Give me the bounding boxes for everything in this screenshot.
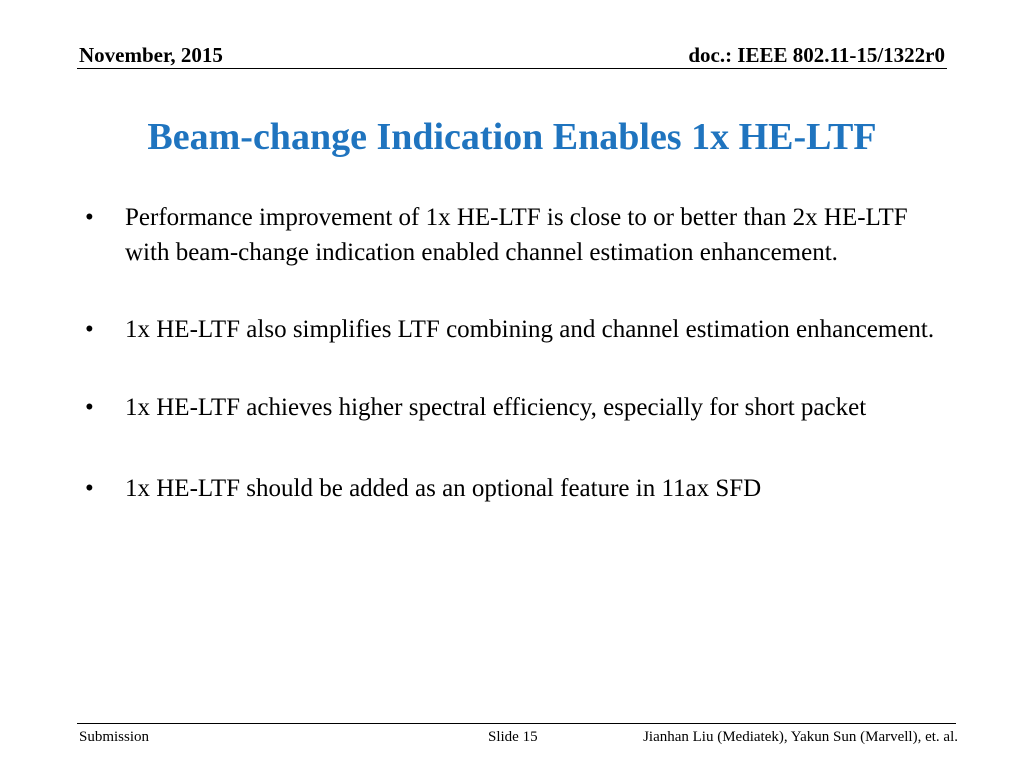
bullet-marker: •	[85, 475, 94, 502]
header-divider	[77, 68, 947, 69]
bullet-item: • 1x HE-LTF also simplifies LTF combinin…	[85, 313, 935, 348]
bullet-item: • Performance improvement of 1x HE-LTF i…	[85, 201, 935, 270]
header-doc-id: doc.: IEEE 802.11-15/1322r0	[688, 43, 945, 67]
bullet-list: • Performance improvement of 1x HE-LTF i…	[85, 201, 935, 507]
footer-submission: Submission	[79, 729, 150, 745]
bullet-item: • 1x HE-LTF should be added as an option…	[85, 472, 935, 507]
footer-authors: Jianhan Liu (Mediatek), Yakun Sun (Marve…	[643, 729, 958, 745]
bullet-text: 1x HE-LTF also simplifies LTF combining …	[125, 316, 935, 343]
bullet-marker: •	[85, 393, 94, 421]
header-date: November, 2015	[79, 43, 223, 67]
slide-title: Beam-change Indication Enables 1x HE-LTF	[147, 116, 877, 158]
bullet-marker: •	[85, 316, 94, 343]
footer-divider	[77, 723, 956, 724]
bullet-item: • 1x HE-LTF achieves higher spectral eff…	[85, 391, 935, 426]
bullet-text: 1x HE-LTF should be added as an optional…	[125, 475, 762, 502]
footer-slide-number: Slide 15	[488, 729, 538, 745]
bullet-text: Performance improvement of 1x HE-LTF is …	[125, 204, 908, 266]
bullet-marker: •	[85, 204, 94, 231]
bullet-text: 1x HE-LTF achieves higher spectral effic…	[125, 393, 867, 421]
